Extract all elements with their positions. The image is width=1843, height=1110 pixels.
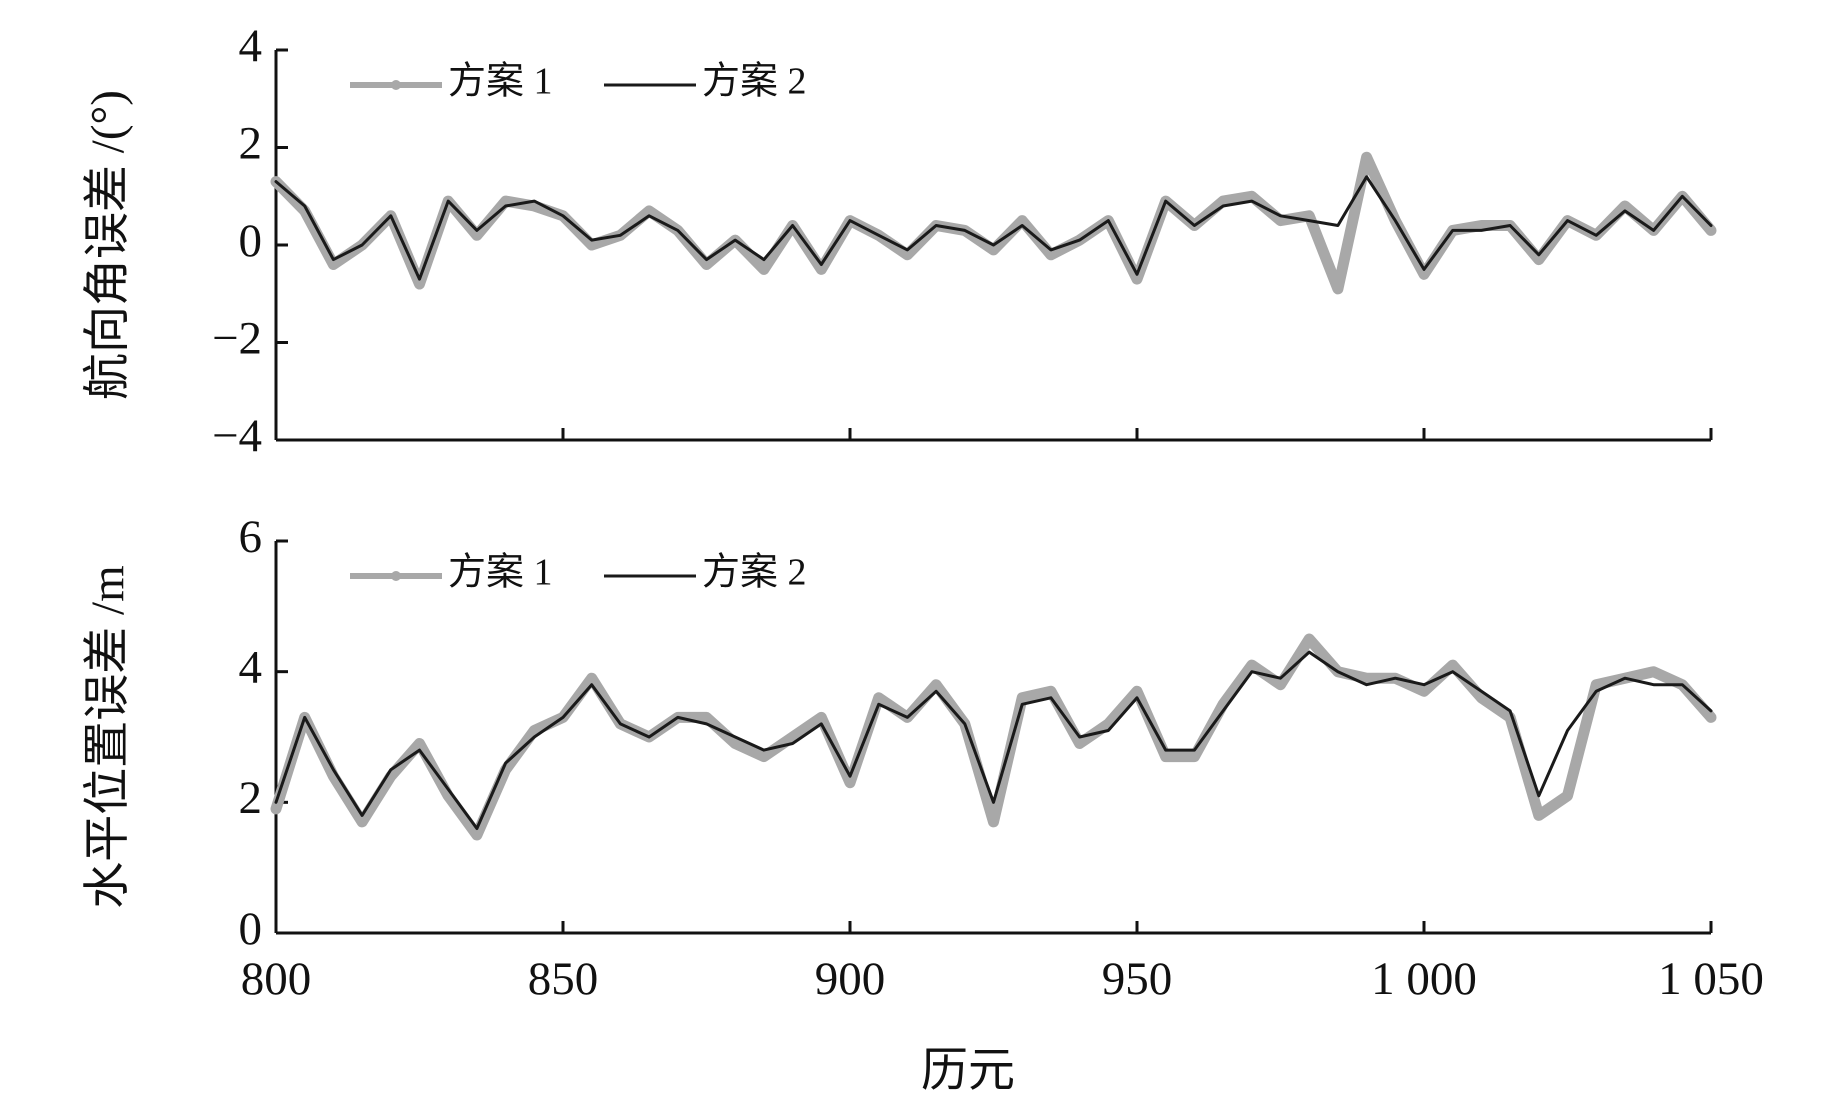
y-tick-label: 0 — [239, 903, 263, 955]
y-tick-label: 2 — [239, 772, 263, 824]
y-tick-label: 6 — [239, 511, 263, 563]
x-tick-label: 800 — [241, 953, 312, 1005]
y-tick-label: 4 — [239, 20, 263, 72]
x-tick-label: 1 050 — [1658, 953, 1764, 1005]
x-tick-label: 900 — [815, 953, 886, 1005]
x-tick-label: 950 — [1102, 953, 1173, 1005]
y-axis-label: 水平位置误差 /m — [82, 565, 134, 908]
legend-label: 方案 1 — [448, 552, 553, 594]
legend-label: 方案 2 — [702, 61, 807, 103]
series-line — [274, 175, 1713, 281]
y-tick-label: 4 — [239, 641, 263, 693]
y-tick-label: 2 — [239, 117, 263, 169]
series-line — [274, 650, 1713, 830]
x-tick-label: 1 000 — [1371, 953, 1477, 1005]
x-axis-label: 历元 — [921, 1045, 1015, 1097]
series-line — [270, 633, 1717, 841]
y-tick-label: −2 — [212, 312, 262, 364]
legend-marker — [391, 571, 401, 581]
legend-label: 方案 2 — [702, 552, 807, 594]
y-axis-label: 航向角误差 /(°) — [82, 90, 134, 400]
x-tick-label: 850 — [528, 953, 599, 1005]
y-tick-label: −4 — [212, 410, 262, 462]
legend-label: 方案 1 — [448, 61, 553, 103]
legend-marker — [391, 80, 401, 90]
y-tick-label: 0 — [239, 215, 263, 267]
series-line — [270, 151, 1717, 295]
